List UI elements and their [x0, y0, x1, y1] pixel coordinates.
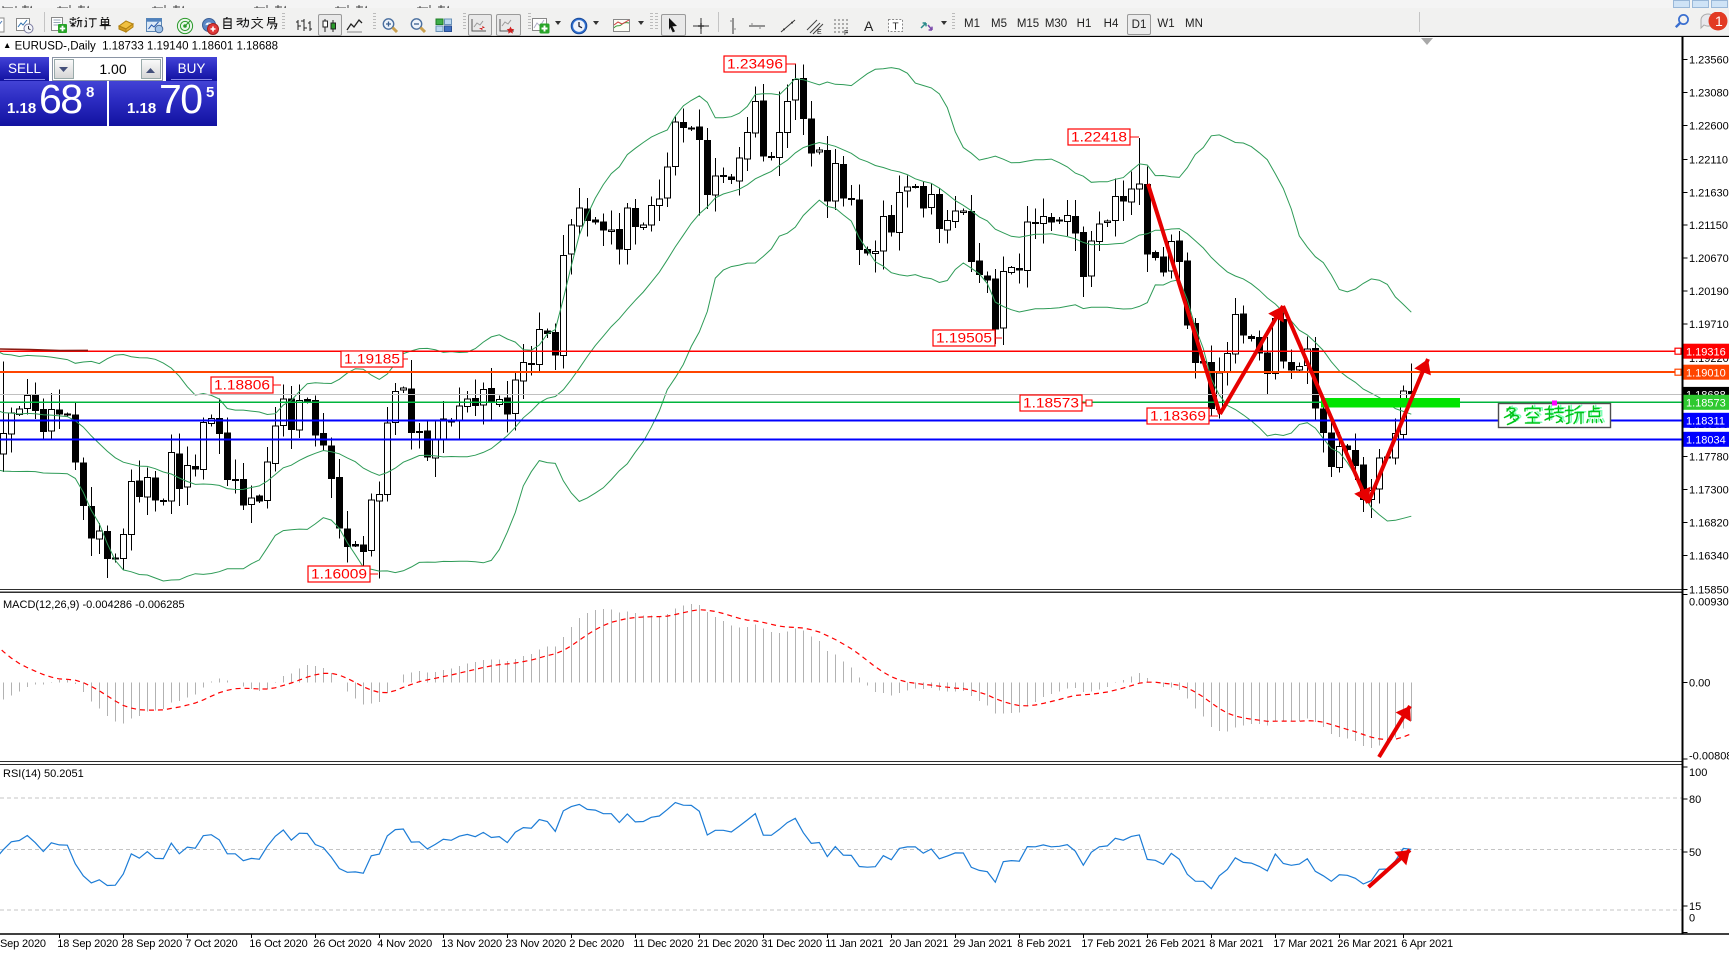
svg-text:100: 100 — [1689, 767, 1707, 779]
svg-text:26 Oct 2020: 26 Oct 2020 — [313, 938, 371, 950]
svg-text:28 Sep 2020: 28 Sep 2020 — [121, 938, 182, 950]
svg-text:2 Dec 2020: 2 Dec 2020 — [569, 938, 624, 950]
svg-text:20 Jan 2021: 20 Jan 2021 — [889, 938, 948, 950]
svg-text:1.20190: 1.20190 — [1689, 286, 1729, 298]
svg-text:11 Jan 2021: 11 Jan 2021 — [825, 938, 883, 950]
svg-text:1.19185: 1.19185 — [344, 352, 400, 367]
svg-text:11 Dec 2020: 11 Dec 2020 — [633, 938, 693, 950]
svg-text:0: 0 — [1689, 913, 1695, 925]
svg-text:1.15850: 1.15850 — [1689, 584, 1729, 596]
svg-text:1.21630: 1.21630 — [1689, 187, 1729, 199]
svg-text:1.19710: 1.19710 — [1689, 319, 1729, 331]
svg-text:1.18311: 1.18311 — [1686, 416, 1725, 428]
svg-text:15: 15 — [1689, 901, 1701, 913]
svg-text:-0.008082: -0.008082 — [1689, 751, 1729, 763]
svg-text:1.17780: 1.17780 — [1689, 452, 1729, 464]
svg-text:17 Feb 2021: 17 Feb 2021 — [1081, 938, 1141, 950]
svg-text:1.22110: 1.22110 — [1689, 154, 1728, 166]
svg-text:13 Nov 2020: 13 Nov 2020 — [441, 938, 502, 950]
svg-text:1.20670: 1.20670 — [1689, 253, 1729, 265]
svg-text:1.17300: 1.17300 — [1689, 485, 1729, 497]
svg-text:26 Feb 2021: 26 Feb 2021 — [1145, 938, 1205, 950]
svg-text:1.23496: 1.23496 — [727, 57, 783, 72]
svg-text:1.19505: 1.19505 — [936, 331, 992, 346]
svg-text:23 Nov 2020: 23 Nov 2020 — [505, 938, 566, 950]
svg-text:RSI(14) 50.2051: RSI(14) 50.2051 — [3, 768, 84, 780]
svg-text:1.16009: 1.16009 — [311, 567, 367, 582]
svg-text:1.18369: 1.18369 — [1150, 409, 1206, 424]
svg-text:1.21150: 1.21150 — [1689, 220, 1728, 232]
svg-text:17 Mar 2021: 17 Mar 2021 — [1273, 938, 1333, 950]
svg-text:0.00: 0.00 — [1689, 678, 1710, 690]
svg-text:A: A — [864, 18, 874, 34]
svg-text:1.22418: 1.22418 — [1071, 130, 1127, 145]
svg-text:4 Nov 2020: 4 Nov 2020 — [377, 938, 432, 950]
svg-text:1.22600: 1.22600 — [1689, 121, 1729, 133]
svg-text:MACD(12,26,9) -0.004286 -0.006: MACD(12,26,9) -0.004286 -0.006285 — [3, 599, 185, 611]
svg-text:1.18034: 1.18034 — [1686, 435, 1726, 447]
svg-text:26 Mar 2021: 26 Mar 2021 — [1337, 938, 1397, 950]
svg-text:8 Feb 2021: 8 Feb 2021 — [1017, 938, 1071, 950]
svg-text:T: T — [893, 22, 899, 33]
svg-text:1.18573: 1.18573 — [1686, 398, 1726, 410]
svg-text:1.16820: 1.16820 — [1689, 518, 1729, 530]
svg-text:21 Dec 2020: 21 Dec 2020 — [697, 938, 758, 950]
svg-text:6 Apr 2021: 6 Apr 2021 — [1401, 938, 1453, 950]
svg-text:1.23560: 1.23560 — [1689, 55, 1729, 67]
svg-text:F: F — [844, 30, 848, 35]
svg-text:8 Mar 2021: 8 Mar 2021 — [1209, 938, 1263, 950]
svg-text:E: E — [817, 29, 822, 35]
svg-text:31 Dec 2020: 31 Dec 2020 — [761, 938, 822, 950]
svg-text:1.18806: 1.18806 — [214, 378, 270, 393]
svg-text:29 Jan 2021: 29 Jan 2021 — [953, 938, 1012, 950]
svg-text:7 Oct 2020: 7 Oct 2020 — [185, 938, 237, 950]
svg-text:1.18573: 1.18573 — [1023, 396, 1079, 411]
svg-text:1.19010: 1.19010 — [1686, 368, 1726, 380]
svg-text:1.19316: 1.19316 — [1686, 347, 1726, 359]
svg-text:50: 50 — [1689, 847, 1701, 859]
svg-text:16 Oct 2020: 16 Oct 2020 — [249, 938, 307, 950]
svg-text:0.009301: 0.009301 — [1689, 596, 1729, 608]
svg-text:Sep 2020: Sep 2020 — [0, 938, 46, 950]
svg-text:1.23080: 1.23080 — [1689, 88, 1729, 100]
svg-text:80: 80 — [1689, 794, 1701, 806]
svg-text:18 Sep 2020: 18 Sep 2020 — [57, 938, 118, 950]
svg-text:1.16340: 1.16340 — [1689, 551, 1729, 563]
svg-text:1: 1 — [1715, 13, 1723, 29]
